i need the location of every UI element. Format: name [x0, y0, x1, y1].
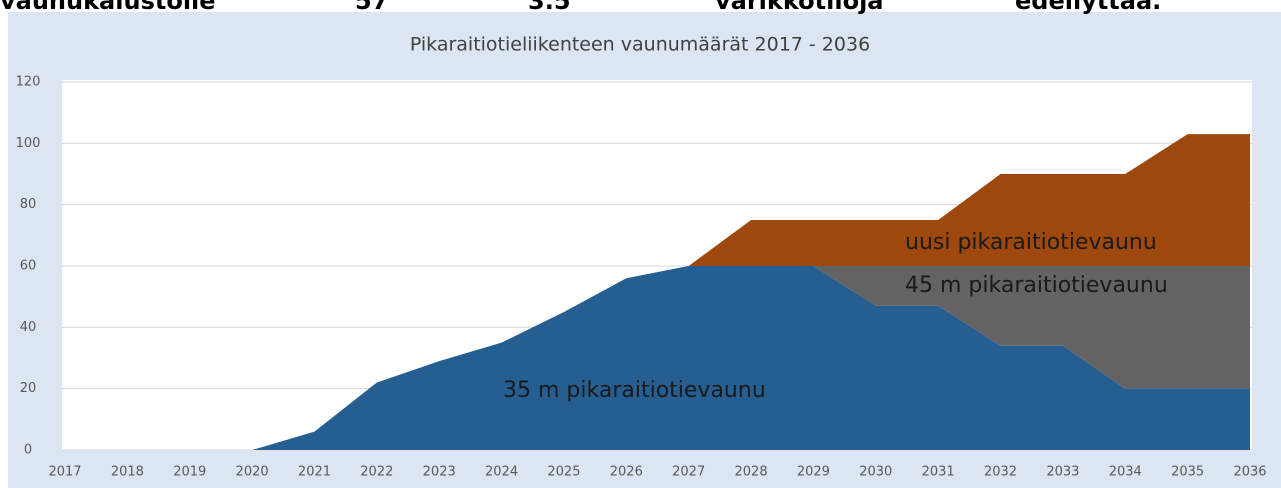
x-tick-label: 2017 [48, 465, 81, 480]
y-tick-label: 60 [20, 259, 37, 274]
y-tick-label: 20 [20, 381, 37, 396]
x-tick-label: 2025 [547, 465, 580, 480]
y-tick-label: 100 [16, 136, 41, 151]
x-tick-label: 2018 [111, 465, 144, 480]
chart-title: Pikaraitiotieliikenteen vaunumäärät 2017… [410, 34, 870, 56]
series-label: 35 m pikaraitiotievaunu [503, 378, 766, 403]
x-tick-label: 2026 [610, 465, 643, 480]
x-tick-label: 2029 [797, 465, 830, 480]
x-tick-label: 2021 [298, 465, 331, 480]
x-tick-label: 2020 [236, 465, 269, 480]
area [65, 266, 1250, 450]
y-tick-label: 40 [20, 320, 37, 335]
x-tick-label: 2036 [1233, 465, 1266, 480]
x-tick-label: 2035 [1171, 465, 1204, 480]
series-label: 45 m pikaraitiotievaunu [905, 273, 1168, 298]
area [65, 134, 1250, 450]
y-tick-label: 0 [24, 443, 32, 458]
x-tick-label: 2028 [735, 465, 768, 480]
header-fragment: 57 [355, 0, 388, 15]
x-tick-label: 2023 [423, 465, 456, 480]
series-label: uusi pikaraitiotievaunu [905, 230, 1157, 255]
header-fragment: 3.5 [528, 0, 571, 15]
x-tick-label: 2032 [984, 465, 1017, 480]
x-tick-label: 2019 [173, 465, 206, 480]
x-tick-label: 2034 [1109, 465, 1142, 480]
header-fragment: varikkotiloja [715, 0, 884, 15]
header-fragment: vaunukalustolle [0, 0, 216, 15]
y-tick-label: 120 [16, 75, 41, 90]
x-tick-label: 2031 [922, 465, 955, 480]
area [65, 266, 1250, 450]
header-fragment: edellyttää. [1015, 0, 1161, 15]
x-tick-label: 2024 [485, 465, 518, 480]
x-tick-label: 2027 [672, 465, 705, 480]
x-tick-label: 2022 [360, 465, 393, 480]
x-tick-label: 2033 [1046, 465, 1079, 480]
y-tick-label: 80 [20, 197, 37, 212]
x-tick-label: 2030 [859, 465, 892, 480]
